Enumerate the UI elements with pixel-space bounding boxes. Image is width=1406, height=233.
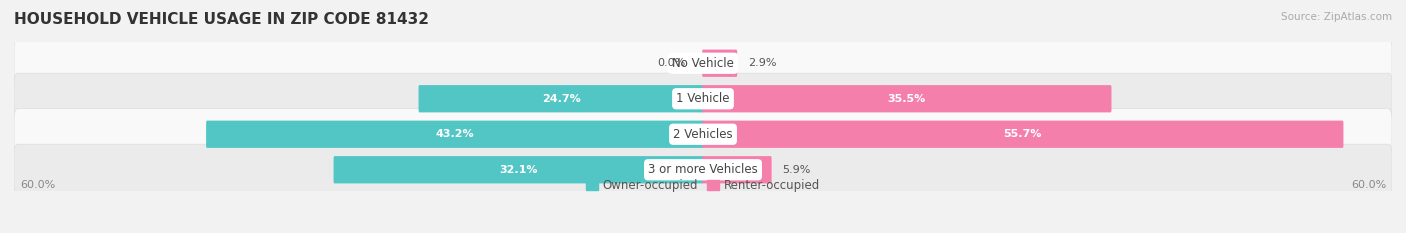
Text: 32.1%: 32.1% [499,165,538,175]
Text: 1 Vehicle: 1 Vehicle [676,92,730,105]
Text: HOUSEHOLD VEHICLE USAGE IN ZIP CODE 81432: HOUSEHOLD VEHICLE USAGE IN ZIP CODE 8143… [14,12,429,27]
Text: 24.7%: 24.7% [541,94,581,104]
Text: 60.0%: 60.0% [20,180,55,190]
FancyBboxPatch shape [702,85,1112,112]
Text: 2.9%: 2.9% [748,58,776,68]
Text: 2 Vehicles: 2 Vehicles [673,128,733,141]
FancyBboxPatch shape [14,73,1392,124]
Text: 5.9%: 5.9% [782,165,811,175]
FancyBboxPatch shape [207,121,704,148]
Text: 55.7%: 55.7% [1004,129,1042,139]
Legend: Owner-occupied, Renter-occupied: Owner-occupied, Renter-occupied [581,175,825,197]
FancyBboxPatch shape [419,85,704,112]
FancyBboxPatch shape [14,109,1392,160]
FancyBboxPatch shape [702,121,1343,148]
Text: Source: ZipAtlas.com: Source: ZipAtlas.com [1281,12,1392,22]
FancyBboxPatch shape [702,50,737,77]
FancyBboxPatch shape [333,156,704,183]
Text: 35.5%: 35.5% [887,94,927,104]
Text: 0.0%: 0.0% [658,58,686,68]
Text: 43.2%: 43.2% [436,129,474,139]
FancyBboxPatch shape [702,156,772,183]
FancyBboxPatch shape [14,38,1392,89]
Text: 60.0%: 60.0% [1351,180,1386,190]
Text: 3 or more Vehicles: 3 or more Vehicles [648,163,758,176]
Text: No Vehicle: No Vehicle [672,57,734,70]
FancyBboxPatch shape [14,144,1392,195]
